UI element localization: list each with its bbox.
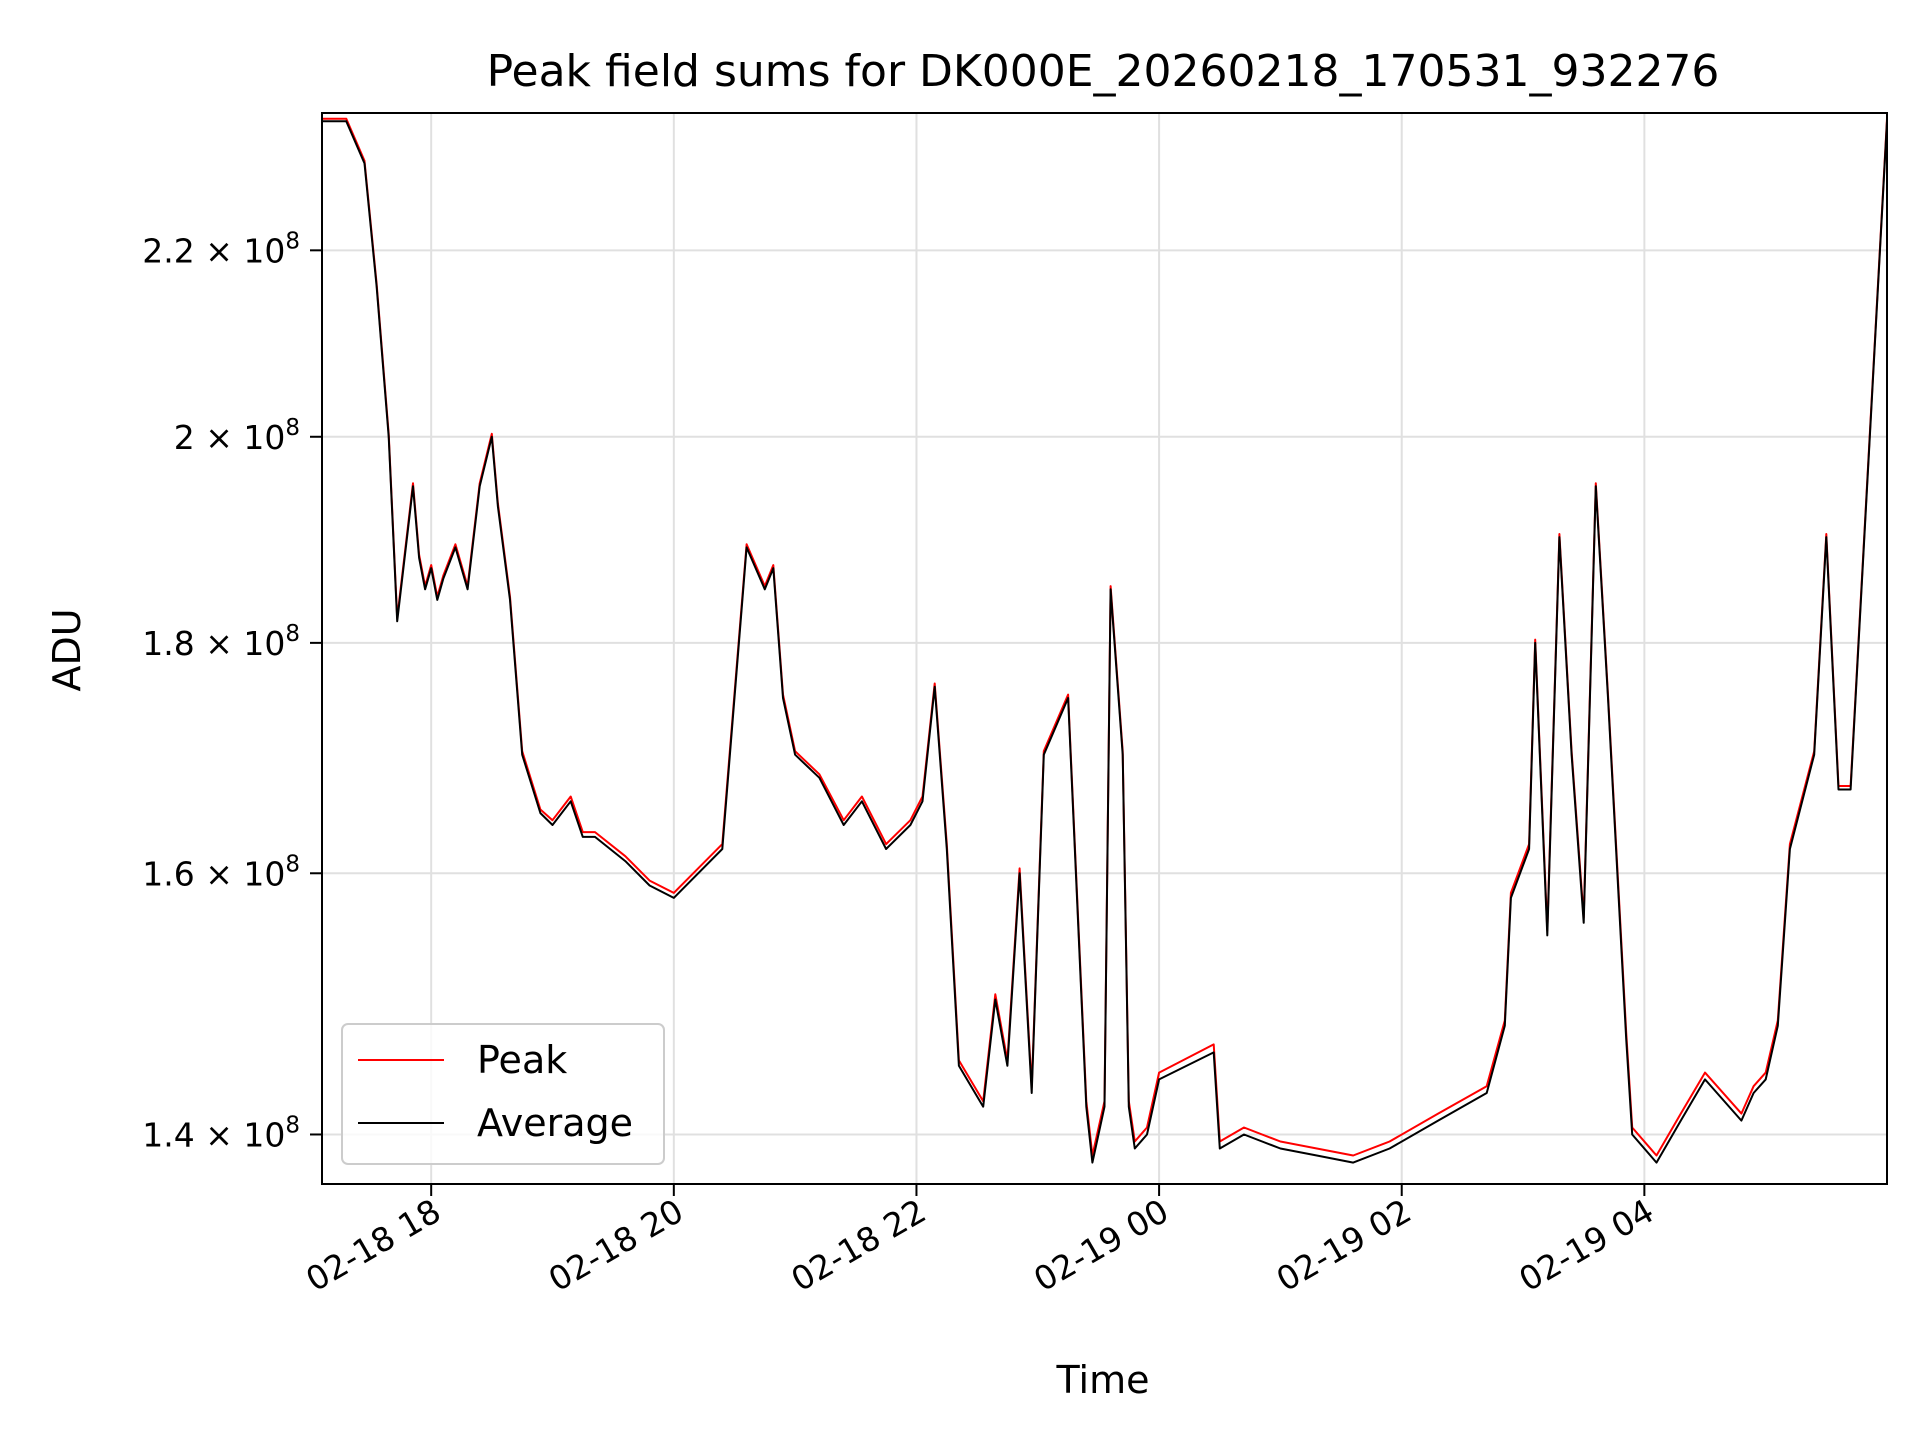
y-tick-label: 1.8 × 108 [142,621,300,663]
y-axis: 1.4 × 108 1.6 × 108 1.8 × 108 2 × 108 2.2 × … [142,228,322,1154]
chart-title: Peak field sums for DK000E_20260218_1705… [487,46,1720,97]
plot-frame [321,112,1888,1185]
average-series-line [322,120,1887,1164]
plot-area [322,117,1887,1164]
y-tick-label: 2.2 × 108 [142,228,300,270]
y-tick-label: 2 × 108 [174,415,300,457]
legend-label-average: Average [477,1101,633,1145]
x-axis-label: Time [1056,1358,1150,1402]
y-tick-label: 1.4 × 108 [142,1112,300,1154]
y-tick-label: 1.6 × 108 [142,851,300,893]
grid [322,113,1887,1184]
legend-label-peak: Peak [477,1038,567,1082]
legend: Peak Average [341,1023,665,1165]
y-axis-label: ADU [45,608,89,691]
